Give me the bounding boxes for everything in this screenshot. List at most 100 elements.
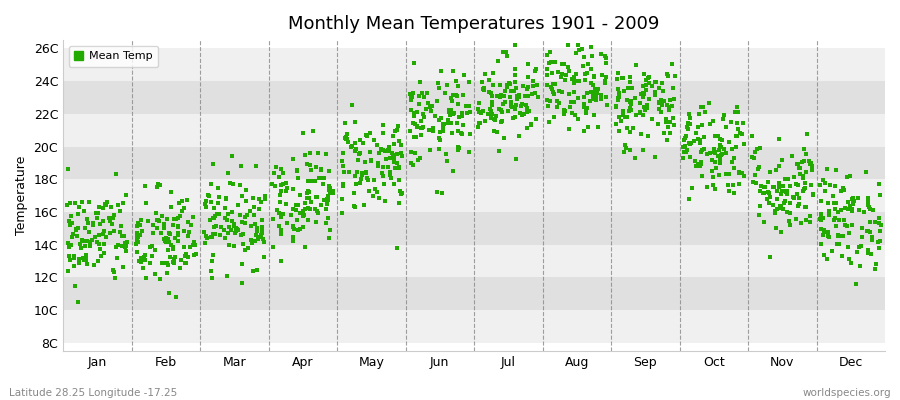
Point bbox=[336, 181, 350, 188]
Point bbox=[585, 53, 599, 60]
Point bbox=[816, 229, 831, 235]
Point bbox=[682, 111, 697, 118]
Point bbox=[385, 133, 400, 140]
Point bbox=[652, 99, 666, 106]
Point bbox=[117, 233, 131, 240]
Point bbox=[502, 80, 517, 86]
Point bbox=[119, 192, 133, 198]
Point bbox=[681, 196, 696, 202]
Point bbox=[326, 188, 340, 195]
Point bbox=[171, 224, 185, 230]
Point bbox=[364, 158, 378, 164]
Point bbox=[83, 243, 97, 249]
Point bbox=[161, 236, 176, 243]
Point bbox=[778, 176, 792, 182]
Point bbox=[842, 255, 856, 262]
Point bbox=[589, 94, 603, 100]
Point bbox=[107, 212, 122, 218]
Point bbox=[234, 162, 248, 169]
Point bbox=[110, 255, 124, 261]
Point bbox=[90, 214, 104, 221]
Point bbox=[171, 238, 185, 244]
Legend: Mean Temp: Mean Temp bbox=[68, 46, 158, 67]
Point bbox=[204, 234, 219, 240]
Point bbox=[146, 222, 160, 228]
Point bbox=[85, 236, 99, 243]
Point bbox=[298, 243, 312, 250]
Point bbox=[562, 90, 576, 97]
Point bbox=[862, 228, 877, 235]
Point bbox=[272, 222, 286, 229]
Point bbox=[455, 131, 470, 137]
Point bbox=[249, 228, 264, 234]
Point bbox=[503, 81, 517, 87]
Point bbox=[580, 70, 594, 76]
Point bbox=[624, 147, 638, 154]
Point bbox=[462, 79, 476, 86]
Point bbox=[711, 133, 725, 139]
Point bbox=[309, 219, 323, 225]
Point bbox=[499, 49, 513, 56]
Point bbox=[729, 133, 743, 139]
Point bbox=[433, 129, 447, 136]
Point bbox=[67, 252, 81, 259]
Point bbox=[145, 242, 159, 249]
Point bbox=[446, 68, 460, 74]
Point bbox=[770, 196, 784, 203]
Point bbox=[492, 106, 507, 112]
Point bbox=[640, 102, 654, 108]
Point bbox=[274, 258, 288, 264]
Point bbox=[544, 32, 558, 38]
Point bbox=[752, 164, 766, 170]
Point bbox=[378, 198, 392, 205]
Point bbox=[793, 170, 807, 177]
Point bbox=[619, 114, 634, 120]
Point bbox=[842, 203, 857, 209]
Point bbox=[624, 107, 638, 113]
Point bbox=[292, 226, 307, 232]
Point bbox=[143, 260, 157, 266]
Point bbox=[564, 98, 579, 105]
Point bbox=[130, 236, 144, 242]
Point bbox=[860, 247, 875, 253]
Point bbox=[431, 80, 446, 86]
Point bbox=[580, 124, 595, 130]
Point bbox=[652, 85, 667, 91]
Point bbox=[291, 227, 305, 233]
Point bbox=[584, 66, 598, 72]
Point bbox=[865, 237, 879, 243]
Point bbox=[544, 84, 558, 90]
Point bbox=[490, 113, 504, 120]
Point bbox=[387, 141, 401, 148]
Point bbox=[516, 83, 530, 89]
Point bbox=[81, 229, 95, 236]
Point bbox=[159, 216, 174, 222]
Point bbox=[96, 218, 111, 224]
Point bbox=[62, 244, 77, 250]
Point bbox=[219, 196, 233, 202]
Point bbox=[414, 118, 428, 124]
Point bbox=[387, 180, 401, 187]
Point bbox=[700, 150, 715, 157]
Point bbox=[789, 191, 804, 197]
Point bbox=[239, 212, 254, 218]
Point bbox=[813, 182, 827, 188]
Point bbox=[138, 252, 152, 258]
Point bbox=[800, 130, 814, 137]
Point bbox=[392, 164, 406, 170]
Text: worldspecies.org: worldspecies.org bbox=[803, 388, 891, 398]
Point bbox=[298, 200, 312, 206]
Point bbox=[634, 130, 649, 137]
Point bbox=[838, 205, 852, 212]
Point bbox=[217, 226, 231, 233]
Point bbox=[326, 190, 340, 196]
Point bbox=[697, 134, 711, 141]
Point bbox=[247, 212, 261, 218]
Point bbox=[321, 168, 336, 174]
Point bbox=[119, 248, 133, 254]
Point bbox=[274, 188, 288, 194]
Point bbox=[766, 202, 780, 208]
Point bbox=[796, 188, 810, 194]
Bar bbox=[63, 245, 885, 278]
Point bbox=[159, 260, 174, 266]
